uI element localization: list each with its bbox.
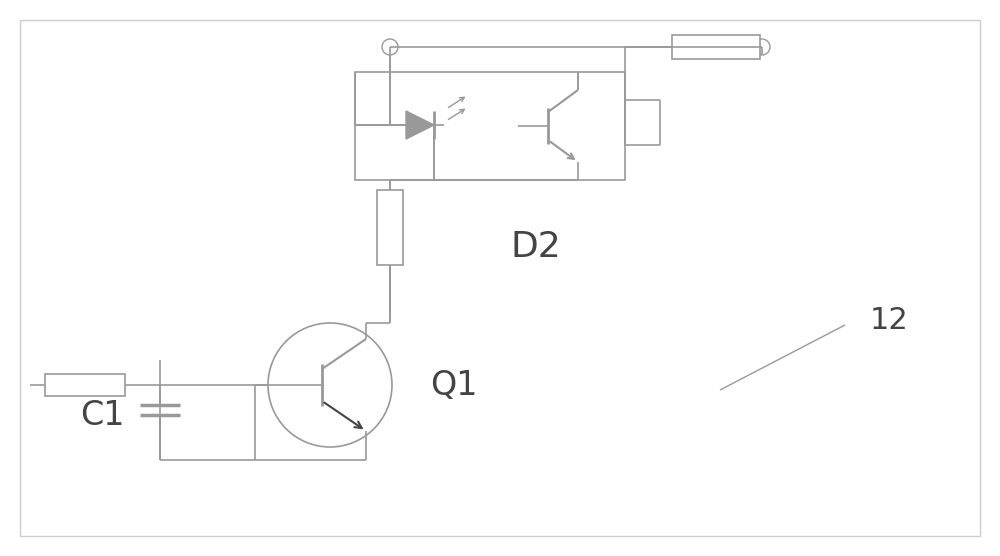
Circle shape [268,323,392,447]
Text: C1: C1 [80,399,124,431]
Polygon shape [406,111,434,139]
Circle shape [382,39,398,55]
Bar [377,190,403,265]
Text: Q1: Q1 [430,369,478,401]
Circle shape [754,39,770,55]
Text: D2: D2 [510,230,561,264]
Bar [355,72,625,180]
Bar [672,35,760,59]
Bar [45,374,125,396]
Text: 12: 12 [870,305,909,335]
